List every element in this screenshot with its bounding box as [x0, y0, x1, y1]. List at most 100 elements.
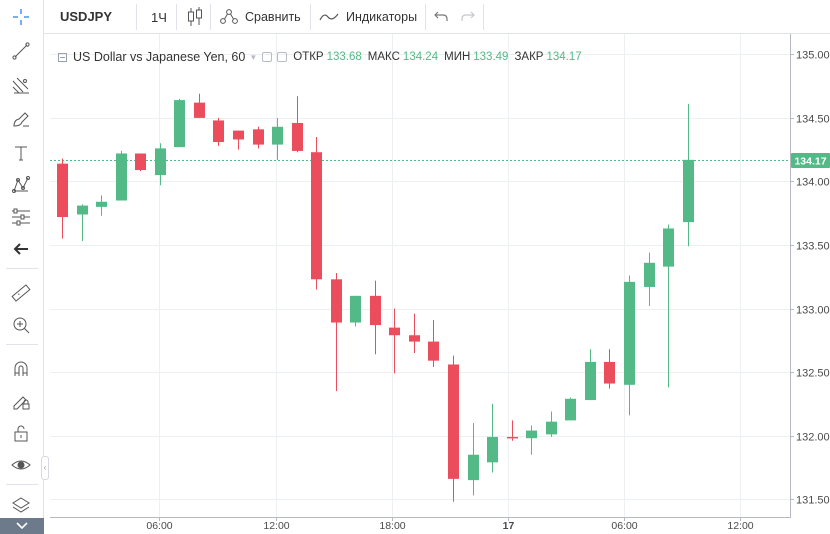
candle-body	[604, 361, 615, 384]
candle-body	[389, 327, 400, 336]
candle-body	[155, 148, 166, 176]
legend-close-label: ЗАКР	[514, 51, 544, 63]
candle-body	[663, 228, 674, 267]
crosshair-icon[interactable]	[8, 4, 34, 30]
candle-bullish	[663, 224, 674, 388]
legend-close-value: 134.17	[546, 51, 582, 63]
candle-body	[468, 454, 479, 481]
candle-bearish	[507, 420, 518, 441]
toolbar-divider	[176, 4, 177, 30]
toolbar-divider	[6, 268, 38, 269]
legend-title: US Dollar vs Japanese Yen, 60	[73, 50, 246, 64]
candle-bearish	[448, 355, 459, 502]
toolbar-divider	[310, 4, 311, 30]
candle-body	[546, 421, 557, 435]
forecast-icon[interactable]	[8, 204, 34, 230]
last-price-label: 134.17	[794, 156, 826, 168]
legend-hide-icon[interactable]	[262, 52, 273, 62]
top-toolbar: USDJPY 1Ч Сравнить Индикаторы	[0, 0, 830, 34]
candle-body	[213, 120, 224, 143]
candle-bullish	[174, 98, 185, 148]
zoom-in-icon[interactable]	[8, 312, 34, 338]
eye-icon[interactable]	[8, 452, 34, 478]
candle-bullish	[468, 422, 479, 496]
candle-body	[507, 436, 518, 439]
undo-icon[interactable]	[433, 9, 449, 28]
price-tick-label: 134.50	[796, 114, 830, 126]
toolbar-collapse-handle[interactable]: ‹	[41, 456, 49, 480]
grid	[50, 34, 790, 517]
compare-label: Сравнить	[245, 10, 301, 24]
candles	[57, 93, 694, 502]
symbol-search-button[interactable]: USDJPY	[60, 9, 113, 24]
back-arrow-icon[interactable]	[8, 236, 34, 262]
legend-collapse-icon[interactable]	[58, 52, 67, 62]
price-tick-label: 131.50	[796, 495, 830, 507]
candle-body	[311, 152, 322, 280]
legend-dropdown-icon[interactable]: ▼	[249, 52, 258, 62]
price-tick-label: 135.00	[796, 50, 830, 62]
candle-body	[644, 262, 655, 287]
candle-body	[253, 129, 264, 145]
interval-button[interactable]: 1Ч	[151, 10, 167, 25]
candle-bearish	[213, 117, 224, 146]
price-tick-label: 133.50	[796, 241, 830, 253]
time-tick-label: 17	[503, 520, 515, 532]
legend-settings-icon[interactable]	[277, 52, 288, 62]
candle-body	[585, 361, 596, 401]
unlock-icon[interactable]	[8, 420, 34, 446]
candle-body	[448, 364, 459, 479]
drawing-toolbar	[0, 0, 44, 534]
candle-bullish	[624, 275, 635, 416]
layers-icon[interactable]	[8, 492, 34, 518]
pitchfork-icon[interactable]	[8, 72, 34, 98]
compare-icon	[220, 9, 238, 24]
candle-body	[331, 279, 342, 323]
candle-body	[135, 153, 146, 171]
candle-body	[292, 122, 303, 151]
text-icon[interactable]	[8, 140, 34, 166]
toolbar-divider	[210, 4, 211, 30]
legend-low-label: МИН	[444, 51, 471, 63]
redo-icon[interactable]	[460, 9, 476, 28]
candle-bearish	[331, 272, 342, 392]
legend-low-value: 133.49	[473, 51, 509, 63]
legend-high-label: МАКС	[367, 51, 400, 63]
brush-icon[interactable]	[8, 106, 34, 132]
trend-line-icon[interactable]	[8, 38, 34, 64]
toolbar-scroll-down-button[interactable]	[0, 518, 44, 534]
candle-bearish	[253, 126, 264, 149]
pattern-icon[interactable]	[8, 172, 34, 198]
ruler-icon[interactable]	[8, 280, 34, 306]
candle-body	[428, 341, 439, 361]
candle-bullish	[565, 397, 576, 421]
candle-bullish	[487, 403, 498, 473]
candle-bullish	[683, 103, 694, 247]
lock-drawing-icon[interactable]	[8, 388, 34, 414]
candle-body	[194, 102, 205, 118]
candle-bearish	[311, 136, 322, 290]
chart-background	[50, 34, 790, 518]
candle-bearish	[604, 349, 615, 389]
chart-type-candles-icon[interactable]	[186, 6, 204, 33]
toolbar-divider	[6, 344, 38, 345]
price-tick-label: 132.00	[796, 432, 830, 444]
chart-legend: US Dollar vs Japanese Yen, 60 ▼ ОТКР 133…	[58, 49, 582, 65]
candle-bearish	[409, 313, 420, 354]
candle-body	[624, 281, 635, 385]
compare-button[interactable]: Сравнить	[219, 4, 301, 30]
price-axis[interactable]: 135.00 134.50 134.00 133.50 133.00 132.50 132.…	[790, 50, 830, 507]
candle-bullish	[272, 117, 283, 160]
magnet-icon[interactable]	[8, 356, 34, 382]
price-tick-label: 132.50	[796, 368, 830, 380]
indicators-button[interactable]: Индикаторы	[319, 4, 417, 30]
candle-body	[96, 201, 107, 207]
candle-bullish	[546, 411, 557, 437]
legend-open-label: ОТКР	[293, 51, 324, 63]
time-axis[interactable]: 06:00 12:00 18:00 17 06:00 12:00	[146, 517, 754, 532]
candle-bearish	[389, 308, 400, 374]
candle-bullish	[350, 295, 361, 327]
legend-high-value: 134.24	[402, 51, 439, 63]
price-tick-label: 134.00	[796, 177, 830, 189]
